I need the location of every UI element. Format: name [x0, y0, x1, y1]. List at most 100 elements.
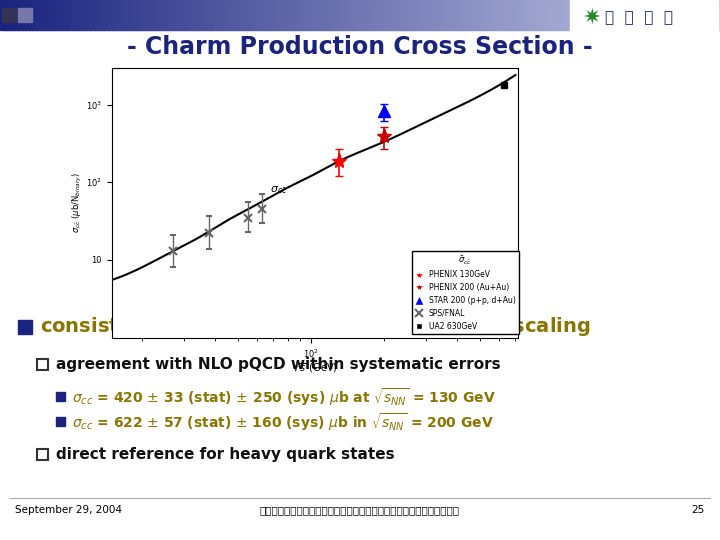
Bar [47, 0, 51, 30]
Bar [461, 0, 465, 30]
Bar [677, 0, 681, 30]
Bar [421, 0, 426, 30]
Bar [65, 0, 69, 30]
Bar [191, 0, 195, 30]
Bar [598, 0, 602, 30]
Text: September 29, 2004: September 29, 2004 [15, 505, 122, 515]
Bar [94, 0, 98, 30]
Bar [630, 0, 634, 30]
Bar [18, 0, 22, 30]
Bar [659, 0, 663, 30]
Bar [540, 0, 544, 30]
Bar [56, 417, 65, 426]
Bar [392, 0, 397, 30]
Bar [36, 0, 40, 30]
Bar [475, 0, 480, 30]
Bar [360, 0, 364, 30]
Bar [565, 0, 570, 30]
Bar [252, 0, 256, 30]
Bar [486, 0, 490, 30]
Bar [367, 0, 372, 30]
Bar [40, 0, 44, 30]
Bar [587, 0, 591, 30]
Bar [576, 0, 580, 30]
Text: direct reference for heavy quark states: direct reference for heavy quark states [56, 448, 395, 462]
Bar [115, 0, 120, 30]
Bar [554, 0, 559, 30]
Text: 初期パートン衝突起源の現象とパートン非東縛系生成の予兆／志堀賢太: 初期パートン衝突起源の現象とパートン非東縛系生成の予兆／志堀賢太 [260, 505, 460, 515]
Bar [238, 0, 242, 30]
Bar [356, 0, 361, 30]
Bar [83, 0, 87, 30]
Bar [425, 0, 429, 30]
Bar [144, 0, 148, 30]
Bar [324, 0, 328, 30]
Bar [558, 0, 562, 30]
Bar [342, 0, 346, 30]
Bar [594, 0, 598, 30]
Bar [212, 0, 217, 30]
Bar [176, 0, 181, 30]
Bar [2, 8, 16, 22]
Text: ✷: ✷ [582, 8, 600, 28]
Text: - Charm Production Cross Section -: - Charm Production Cross Section - [127, 35, 593, 59]
Bar [299, 0, 303, 30]
Bar [572, 0, 577, 30]
Bar [562, 0, 566, 30]
Bar [349, 0, 354, 30]
Bar [101, 0, 105, 30]
Bar [263, 0, 267, 30]
Bar [22, 0, 26, 30]
Bar [716, 0, 720, 30]
Text: $\sigma_{cc}$ = 420 $\pm$ 33 (stat) $\pm$ 250 (sys) $\mu$b at $\sqrt{s_{NN}}$ = : $\sigma_{cc}$ = 420 $\pm$ 33 (stat) $\pm… [72, 386, 496, 408]
Bar [302, 0, 307, 30]
Bar [4, 0, 8, 30]
Bar [605, 0, 609, 30]
Bar [169, 0, 174, 30]
Bar [518, 0, 523, 30]
Bar [90, 0, 94, 30]
Bar [259, 0, 264, 30]
Bar [713, 0, 717, 30]
Bar [698, 0, 703, 30]
Bar [56, 392, 65, 401]
Bar [706, 0, 710, 30]
Bar [18, 320, 32, 334]
Bar [137, 0, 141, 30]
Bar [148, 0, 152, 30]
Bar [428, 0, 433, 30]
Bar [104, 0, 109, 30]
Bar [295, 0, 300, 30]
Bar [652, 0, 656, 30]
Bar [400, 0, 404, 30]
Bar [414, 0, 418, 30]
Text: $\sigma_{cc}$ = 622 $\pm$ 57 (stat) $\pm$ 160 (sys) $\mu$b in $\sqrt{s_{NN}}$ = : $\sigma_{cc}$ = 622 $\pm$ 57 (stat) $\pm… [72, 411, 494, 433]
Bar [97, 0, 102, 30]
Bar [670, 0, 674, 30]
Bar [58, 0, 62, 30]
Bar [396, 0, 400, 30]
Bar [205, 0, 210, 30]
Bar [281, 0, 285, 30]
Bar [68, 0, 73, 30]
Bar [14, 0, 19, 30]
Bar [464, 0, 469, 30]
Text: consistent with $\sqrt{s}$ systematics and binary scaling: consistent with $\sqrt{s}$ systematics a… [40, 315, 590, 339]
Bar [162, 0, 166, 30]
Bar [662, 0, 667, 30]
Bar [274, 0, 278, 30]
Bar [306, 0, 310, 30]
Bar [504, 0, 508, 30]
Bar [378, 0, 382, 30]
Bar [709, 0, 714, 30]
Bar [371, 0, 375, 30]
Bar [216, 0, 220, 30]
Bar [335, 0, 339, 30]
Bar [583, 0, 588, 30]
Bar [25, 0, 30, 30]
Bar [608, 0, 613, 30]
Bar [209, 0, 213, 30]
Bar [130, 0, 134, 30]
Bar [184, 0, 188, 30]
Bar [320, 0, 325, 30]
